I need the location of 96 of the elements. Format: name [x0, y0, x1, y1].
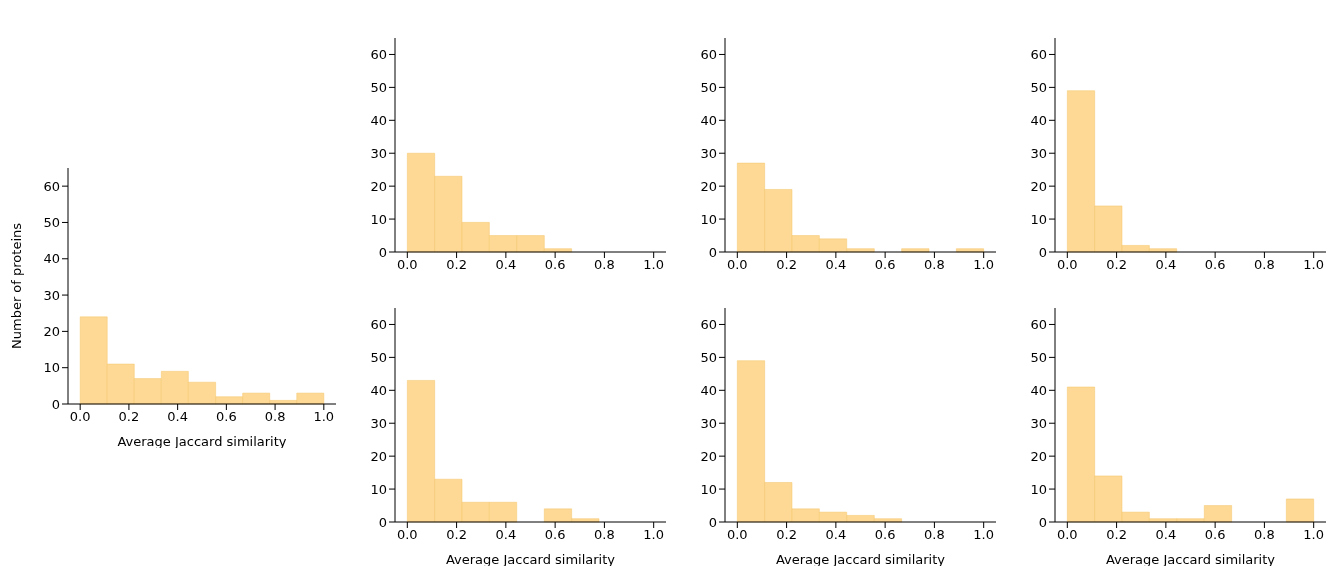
x-tick-label: 0.4 [825, 527, 847, 543]
y-tick-label: 10 [43, 360, 60, 376]
x-tick-label: 0.8 [594, 527, 615, 543]
x-axis-title: Average Jaccard similarity [445, 552, 616, 567]
y-tick-label: 0 [1038, 514, 1047, 530]
y-tick-label: 40 [1030, 112, 1047, 128]
x-tick-label: 1.0 [973, 527, 995, 543]
x-tick-label: 0.2 [776, 257, 797, 273]
x-tick-label: 0.0 [396, 527, 418, 543]
y-tick-label: 60 [1030, 47, 1047, 63]
x-tick-label: 0.0 [396, 257, 418, 273]
y-tick-label: 50 [700, 350, 717, 365]
y-tick-label: 0 [708, 244, 717, 260]
y-tick-label: 60 [1030, 317, 1047, 333]
x-tick-label: 0.2 [446, 527, 467, 543]
y-tick-label: 40 [700, 382, 717, 398]
x-tick-label: 1.0 [313, 409, 335, 425]
x-tick-label: 0.2 [1106, 257, 1127, 273]
x-tick-label: 0.8 [924, 257, 945, 273]
y-tick-label: 10 [700, 481, 717, 497]
x-tick-label: 0.0 [1056, 257, 1078, 273]
x-tick-label: 0.2 [776, 527, 797, 543]
y-tick-label: 30 [700, 415, 717, 431]
y-tick-label: 20 [1030, 448, 1047, 464]
y-tick-label: 20 [700, 448, 717, 464]
y-tick-label: 30 [370, 415, 387, 431]
x-tick-label: 0.2 [1106, 527, 1127, 543]
x-tick-label: 0.4 [1155, 527, 1177, 543]
y-tick-label: 20 [370, 448, 387, 464]
y-tick-label: 50 [43, 215, 60, 231]
y-tick-label: 20 [43, 324, 60, 339]
y-tick-label: 40 [43, 251, 60, 267]
y-tick-label: 60 [43, 178, 60, 194]
y-tick-label: 20 [370, 178, 387, 194]
x-tick-label: 0.6 [1204, 527, 1226, 543]
x-tick-label: 1.0 [643, 527, 665, 543]
y-tick-label: 30 [1030, 145, 1047, 161]
y-tick-label: 60 [700, 47, 717, 63]
y-tick-label: 20 [1030, 178, 1047, 194]
y-tick-label: 60 [370, 317, 387, 333]
x-tick-label: 0.2 [446, 257, 467, 273]
x-tick-label: 0.4 [167, 409, 188, 425]
y-tick-label: 30 [700, 145, 717, 161]
y-tick-label: 0 [378, 514, 387, 530]
y-tick-label: 10 [1030, 211, 1047, 227]
x-tick-label: 1.0 [1303, 257, 1325, 273]
y-tick-label: 30 [1030, 415, 1047, 431]
x-axis-title: Average Jaccard similarity [1105, 552, 1276, 567]
y-axis-title: Number of proteins [8, 222, 24, 350]
y-tick-label: 60 [370, 47, 387, 63]
x-tick-label: 0.6 [216, 409, 237, 425]
y-tick-label: 50 [1030, 350, 1047, 365]
y-tick-label: 10 [1030, 481, 1047, 497]
x-tick-label: 0.4 [495, 527, 517, 543]
y-tick-label: 0 [1038, 244, 1047, 260]
x-tick-label: 0.8 [1254, 527, 1275, 543]
x-tick-label: 1.0 [1303, 527, 1325, 543]
x-axis-title: Average Jaccard similarity [117, 434, 287, 449]
x-tick-label: 0.8 [594, 257, 615, 273]
x-tick-label: 0.8 [1254, 257, 1275, 273]
x-tick-label: 0.0 [69, 409, 91, 425]
y-tick-label: 30 [370, 145, 387, 161]
x-tick-label: 0.4 [825, 257, 847, 273]
y-tick-label: 40 [1030, 382, 1047, 398]
y-tick-label: 10 [370, 481, 387, 497]
y-tick-label: 20 [700, 178, 717, 194]
y-tick-label: 50 [370, 350, 387, 365]
y-tick-label: 0 [51, 396, 60, 412]
y-tick-label: 40 [700, 112, 717, 128]
x-tick-label: 0.6 [874, 257, 896, 273]
x-tick-label: 0.6 [874, 527, 896, 543]
y-tick-label: 30 [43, 287, 60, 303]
x-tick-label: 0.6 [544, 257, 566, 273]
x-tick-label: 0.2 [118, 409, 140, 425]
x-axis-title: Average Jaccard similarity [775, 552, 946, 567]
x-tick-label: 0.6 [544, 527, 566, 543]
x-tick-label: 0.4 [495, 257, 517, 273]
x-tick-label: 1.0 [643, 257, 665, 273]
y-tick-label: 0 [378, 244, 387, 260]
y-tick-label: 50 [370, 80, 387, 95]
x-tick-label: 0.8 [264, 409, 286, 425]
y-tick-label: 0 [708, 514, 717, 530]
y-tick-label: 40 [370, 112, 387, 128]
x-tick-label: 0.0 [1056, 527, 1078, 543]
y-tick-label: 10 [370, 211, 387, 227]
x-tick-label: 0.4 [1155, 257, 1177, 273]
x-tick-label: 0.0 [726, 527, 748, 543]
x-tick-label: 1.0 [973, 257, 995, 273]
y-tick-label: 10 [700, 211, 717, 227]
x-tick-label: 0.6 [1204, 257, 1226, 273]
x-tick-label: 0.8 [924, 527, 945, 543]
x-tick-label: 0.0 [726, 257, 748, 273]
y-tick-label: 50 [1030, 80, 1047, 95]
y-tick-label: 50 [700, 80, 717, 95]
y-tick-label: 40 [370, 382, 387, 398]
y-tick-label: 60 [700, 317, 717, 333]
